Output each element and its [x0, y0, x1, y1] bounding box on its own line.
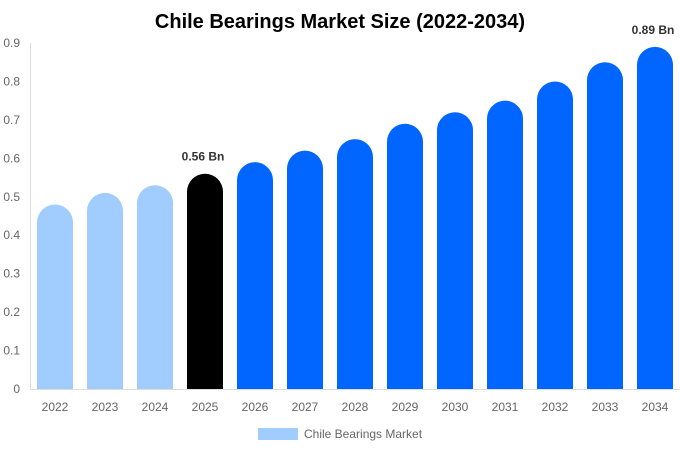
y-tick-label: 0.1 [3, 344, 20, 358]
data-label: 0.89 Bn [632, 23, 675, 37]
x-tick-label: 2028 [342, 400, 369, 414]
bar-2029 [387, 123, 423, 389]
y-tick-label: 0.3 [3, 267, 20, 281]
bar-2027 [287, 150, 323, 389]
y-tick-label: 0 [13, 382, 20, 396]
bar-2028 [337, 139, 373, 389]
x-tick-label: 2030 [442, 400, 469, 414]
x-tick-label: 2025 [192, 400, 219, 414]
y-tick-label: 0.9 [3, 36, 20, 50]
bar-2031 [487, 100, 523, 389]
legend-label: Chile Bearings Market [304, 427, 423, 441]
y-tick-label: 0.7 [3, 113, 20, 127]
bar-2024 [137, 185, 173, 389]
chart-title: Chile Bearings Market Size (2022-2034) [155, 11, 525, 33]
y-tick-label: 0.4 [3, 228, 20, 242]
bar-2022 [37, 204, 73, 389]
x-tick-label: 2032 [542, 400, 569, 414]
legend-swatch [258, 428, 298, 440]
x-tick-label: 2029 [392, 400, 419, 414]
y-tick-label: 0.2 [3, 305, 20, 319]
x-tick-label: 2024 [142, 400, 169, 414]
x-tick-label: 2031 [492, 400, 519, 414]
bar-2026 [237, 162, 273, 389]
bar-2032 [537, 81, 573, 389]
bar-2030 [437, 112, 473, 389]
x-tick-label: 2026 [242, 400, 269, 414]
data-label: 0.56 Bn [182, 150, 225, 164]
x-tick-label: 2023 [92, 400, 119, 414]
y-tick-label: 0.6 [3, 151, 20, 165]
y-tick-label: 0.8 [3, 74, 20, 88]
x-tick-label: 2022 [42, 400, 69, 414]
x-tick-label: 2034 [642, 400, 669, 414]
bar-2023 [87, 192, 123, 389]
bar-2034 [637, 46, 673, 389]
bar-2025 [187, 173, 223, 389]
y-tick-label: 0.5 [3, 190, 20, 204]
x-tick-label: 2027 [292, 400, 319, 414]
bar-2033 [587, 62, 623, 389]
x-tick-label: 2033 [592, 400, 619, 414]
